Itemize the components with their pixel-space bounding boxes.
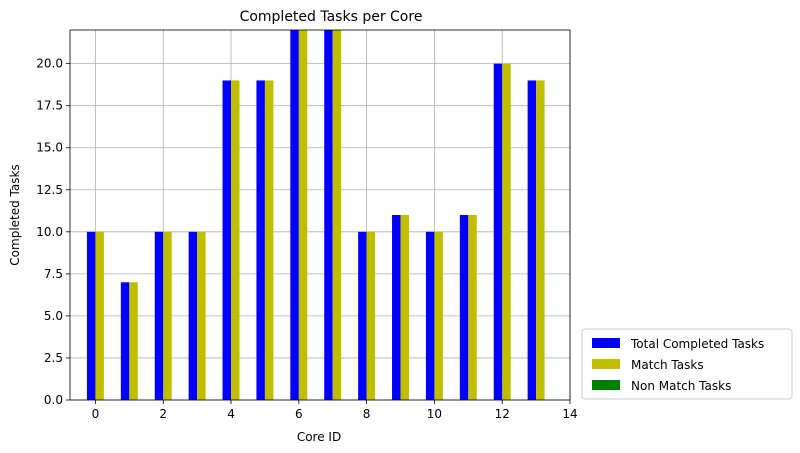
y-tick-label: 12.5 xyxy=(36,183,63,197)
bar xyxy=(392,215,401,400)
legend-swatch xyxy=(592,338,620,348)
bar xyxy=(163,231,172,400)
y-tick-label: 20.0 xyxy=(36,57,63,71)
bar xyxy=(468,215,477,400)
bar xyxy=(459,215,469,400)
bars xyxy=(86,30,545,401)
x-tick-label: 6 xyxy=(295,407,303,421)
legend-frame xyxy=(581,328,793,400)
bar xyxy=(493,63,503,401)
x-tick-label: 8 xyxy=(363,407,371,421)
bar xyxy=(231,80,240,401)
plot-frame xyxy=(69,29,571,401)
bar xyxy=(264,80,274,401)
bar xyxy=(154,231,164,400)
x-tick-label: 0 xyxy=(92,407,100,421)
y-tick-label: 17.5 xyxy=(36,99,63,113)
bar xyxy=(86,231,96,400)
y-tick-label: 5.0 xyxy=(44,309,63,323)
bar xyxy=(527,80,537,401)
bar xyxy=(222,80,232,401)
bar xyxy=(290,30,299,400)
y-tick-label: 7.5 xyxy=(44,267,63,281)
bar xyxy=(95,231,104,400)
legend-label: Non Match Tasks xyxy=(631,379,731,393)
legend-swatch xyxy=(592,380,620,390)
legend-label: Match Tasks xyxy=(631,358,704,372)
x-tick-label: 4 xyxy=(227,407,235,421)
chart-title: Completed Tasks per Core xyxy=(240,9,423,25)
x-tick-label: 12 xyxy=(495,407,510,421)
x-ticks: 0 2 4 6 8 10 12 14 xyxy=(92,400,578,421)
legend: Total Completed Tasks Match Tasks Non Matc… xyxy=(581,328,793,400)
bar xyxy=(332,30,342,400)
bar xyxy=(366,231,376,400)
y-tick-label: 2.5 xyxy=(44,351,63,365)
bar xyxy=(324,30,333,400)
x-tick-label: 2 xyxy=(159,407,167,421)
x-tick-label: 10 xyxy=(427,407,442,421)
y-tick-label: 0.0 xyxy=(44,393,63,407)
bar xyxy=(358,231,367,400)
x-axis-label: Core ID xyxy=(297,430,341,444)
y-tick-label: 10.0 xyxy=(36,225,63,239)
bar xyxy=(536,80,545,401)
bar xyxy=(400,215,409,400)
y-tick-label: 15.0 xyxy=(36,141,63,155)
bar xyxy=(256,80,265,401)
bar xyxy=(197,231,206,400)
bar xyxy=(129,282,138,400)
bar xyxy=(502,63,511,401)
x-tick-label: 14 xyxy=(562,407,577,421)
legend-swatch xyxy=(592,359,620,369)
bar xyxy=(188,231,198,400)
bar xyxy=(298,30,308,400)
bar xyxy=(425,231,435,400)
y-axis-label: Completed Tasks xyxy=(8,164,22,265)
legend-label: Total Completed Tasks xyxy=(630,337,764,351)
bar xyxy=(120,282,130,400)
y-ticks: 0.0 2.5 5.0 7.5 10.0 12.5 15.0 17.5 20.0 xyxy=(36,57,70,407)
bar xyxy=(434,231,443,400)
